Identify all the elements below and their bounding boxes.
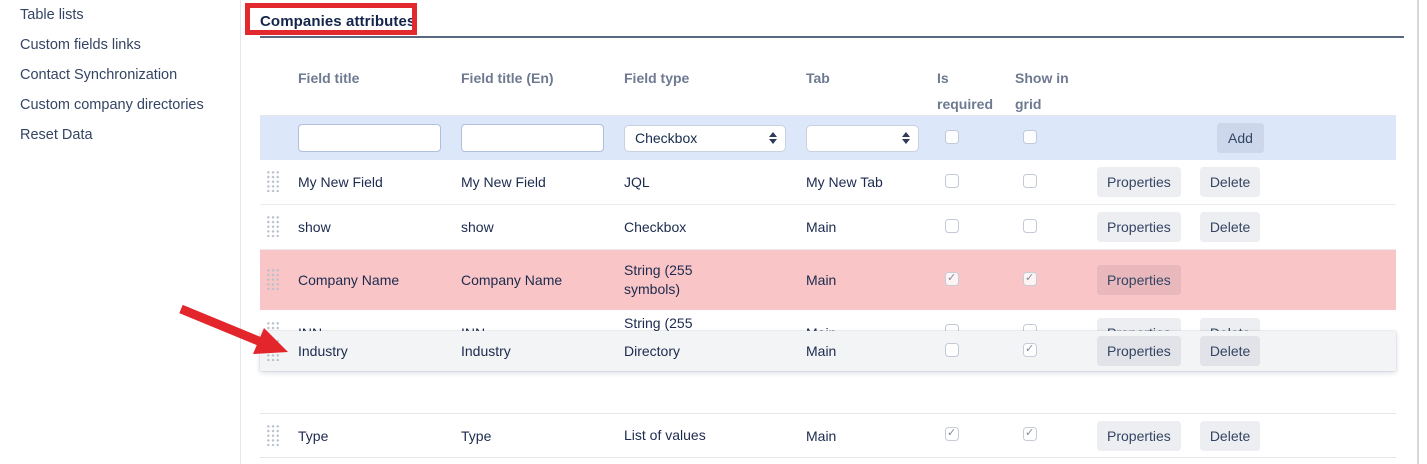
cell-field-title-en: Company Name (461, 272, 563, 288)
properties-button[interactable]: Properties (1097, 336, 1181, 366)
table-row-show: show show Checkbox Main Properties Delet… (260, 205, 1396, 250)
is-required-checkbox[interactable] (945, 271, 959, 286)
delete-button[interactable]: Delete (1199, 167, 1261, 197)
cell-field-title-en: show (461, 219, 494, 235)
tab-select[interactable] (806, 124, 919, 152)
table-row-company-name: Company Name Company Name String (255 sy… (260, 250, 1396, 310)
sidebar-item-contact-synchronization[interactable]: Contact Synchronization (20, 67, 178, 83)
column-header-field-type: Field type (624, 70, 690, 86)
select-stepper-icon (902, 132, 910, 144)
field-type-select[interactable]: Checkbox (624, 124, 786, 152)
add-field-row: Checkbox Add (260, 115, 1396, 160)
is-required-checkbox[interactable] (945, 218, 959, 233)
row-gap (260, 372, 1396, 413)
properties-button[interactable]: Properties (1097, 420, 1181, 451)
drag-drop-zone: INN INN String (255 symbols) Main Proper… (260, 310, 1396, 372)
cell-field-type: Checkbox (624, 218, 687, 235)
title-divider (260, 36, 1404, 38)
column-header-is-required: Is required (937, 70, 994, 112)
cell-field-title: My New Field (298, 174, 383, 190)
cell-tab: Main (806, 272, 837, 288)
table-row-my-new-field: My New Field My New Field JQL My New Tab… (260, 160, 1396, 205)
sidebar-item-custom-fields-links[interactable]: Custom fields links (20, 37, 141, 53)
sidebar-item-custom-company-directories[interactable]: Custom company directories (20, 97, 204, 113)
properties-button[interactable]: Properties (1097, 265, 1181, 295)
column-header-tab: Tab (806, 70, 830, 86)
field-title-input[interactable] (298, 124, 441, 152)
delete-button[interactable]: Delete (1199, 336, 1261, 366)
show-in-grid-checkbox[interactable] (1023, 218, 1037, 233)
field-type-select-value: Checkbox (635, 130, 698, 146)
properties-button[interactable]: Properties (1097, 212, 1181, 242)
drag-handle-icon[interactable] (265, 267, 280, 290)
cell-tab: Main (806, 427, 837, 444)
is-required-checkbox[interactable] (945, 426, 959, 441)
page-title: Companies attributes (260, 13, 416, 30)
cell-field-title-en: Type (461, 427, 492, 444)
sidebar-item-reset-data[interactable]: Reset Data (20, 127, 93, 143)
attributes-table: Field title Field title (En) Field type … (260, 38, 1396, 458)
drag-handle-icon[interactable] (265, 169, 280, 192)
cell-field-title: show (298, 219, 331, 235)
show-in-grid-checkbox[interactable] (1023, 426, 1037, 441)
cell-tab: Main (806, 343, 837, 359)
properties-button[interactable]: Properties (1097, 167, 1181, 197)
show-in-grid-checkbox[interactable] (1023, 173, 1037, 188)
cell-tab: My New Tab (806, 174, 883, 190)
cell-field-title-en: My New Field (461, 174, 546, 190)
sidebar-item-table-lists[interactable]: Table lists (20, 7, 84, 23)
cell-field-type: JQL (624, 173, 650, 190)
is-required-checkbox[interactable] (945, 129, 959, 144)
cell-field-type: String (255 symbols) (624, 262, 693, 297)
cell-tab: Main (806, 219, 837, 235)
table-row-industry-dragging[interactable]: Industry Industry Directory Main Propert… (260, 331, 1396, 371)
cell-field-title: Type (298, 427, 329, 444)
cell-field-title: Company Name (298, 272, 400, 288)
delete-button[interactable]: Delete (1199, 212, 1261, 242)
show-in-grid-checkbox[interactable] (1023, 271, 1037, 286)
companies-attributes-panel: Companies attributes Field title Field t… (242, 0, 1412, 458)
delete-button[interactable]: Delete (1199, 420, 1261, 451)
cell-field-title-en: Industry (461, 343, 511, 359)
show-in-grid-checkbox[interactable] (1023, 342, 1037, 357)
cell-field-type: List of values (624, 427, 706, 443)
table-row-type: Type Type List of values Main Properties… (260, 413, 1396, 458)
column-header-show-in-grid: Show in grid (1015, 70, 1069, 112)
column-header-field-title-en: Field title (En) (461, 70, 554, 86)
show-in-grid-checkbox[interactable] (1023, 129, 1037, 144)
panel-edge-divider (1417, 0, 1419, 464)
cell-field-title: Industry (298, 343, 348, 359)
column-header-field-title: Field title (298, 70, 360, 86)
add-button[interactable]: Add (1217, 123, 1264, 153)
is-required-checkbox[interactable] (945, 173, 959, 188)
is-required-checkbox[interactable] (945, 342, 959, 357)
drag-handle-icon[interactable] (265, 422, 280, 446)
cell-field-type: Directory (624, 342, 681, 359)
settings-sidebar: Table lists Custom fields links Contact … (0, 0, 241, 464)
field-title-en-input[interactable] (461, 124, 604, 152)
table-header-row: Field title Field title (En) Field type … (260, 38, 1396, 115)
drag-handle-icon[interactable] (265, 214, 280, 237)
drag-handle-icon[interactable] (265, 338, 280, 361)
select-stepper-icon (769, 132, 777, 144)
